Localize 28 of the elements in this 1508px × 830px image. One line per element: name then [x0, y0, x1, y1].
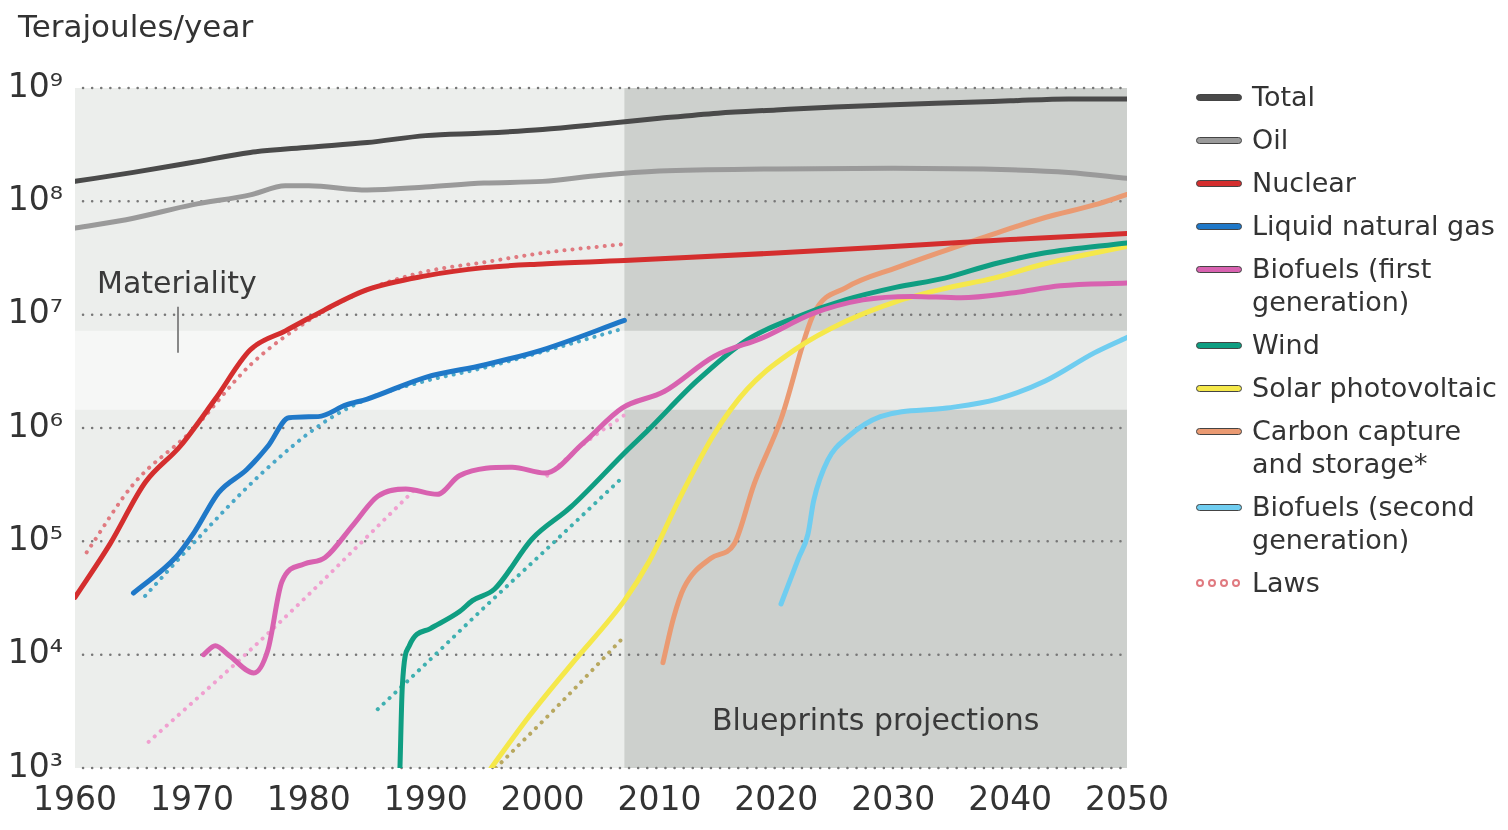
legend-label: Nuclear	[1252, 166, 1356, 199]
legend-label: Laws	[1252, 566, 1320, 599]
y-tick-label: 10⁹	[7, 65, 63, 105]
x-tick-label: 2040	[968, 779, 1053, 819]
y-tick-label: 10⁷	[7, 292, 63, 332]
x-tick-label: 1990	[383, 779, 468, 819]
legend-label: Wind	[1252, 328, 1320, 361]
x-tick-label: 1970	[149, 779, 234, 819]
legend-label: Solar photovoltaic	[1252, 371, 1497, 404]
x-tick-label: 2010	[617, 779, 702, 819]
x-tick-label: 2000	[500, 779, 585, 819]
y-tick-label: 10⁶	[7, 405, 63, 445]
y-axis-title: Terajoules/year	[18, 8, 254, 44]
x-tick-label: 2050	[1085, 779, 1169, 819]
y-tick-label: 10⁵	[7, 518, 63, 558]
legend-label: Biofuels (first generation)	[1252, 252, 1433, 318]
legend-label: Total	[1252, 80, 1316, 113]
legend-label: Biofuels (second generation)	[1252, 490, 1476, 556]
legend-label: Liquid natural gas	[1252, 209, 1495, 242]
x-tick-label: 2020	[734, 779, 819, 819]
y-tick-label: 10⁸	[7, 178, 63, 218]
legend-label: Carbon capture and storage*	[1252, 414, 1463, 480]
legend-label: Oil	[1252, 123, 1289, 156]
band-label: Materiality	[97, 264, 257, 300]
band-label: Blueprints projections	[711, 702, 1040, 737]
x-tick-label: 1980	[266, 779, 351, 819]
y-tick-label: 10⁴	[7, 632, 63, 672]
x-tick-label: 2030	[851, 779, 936, 819]
